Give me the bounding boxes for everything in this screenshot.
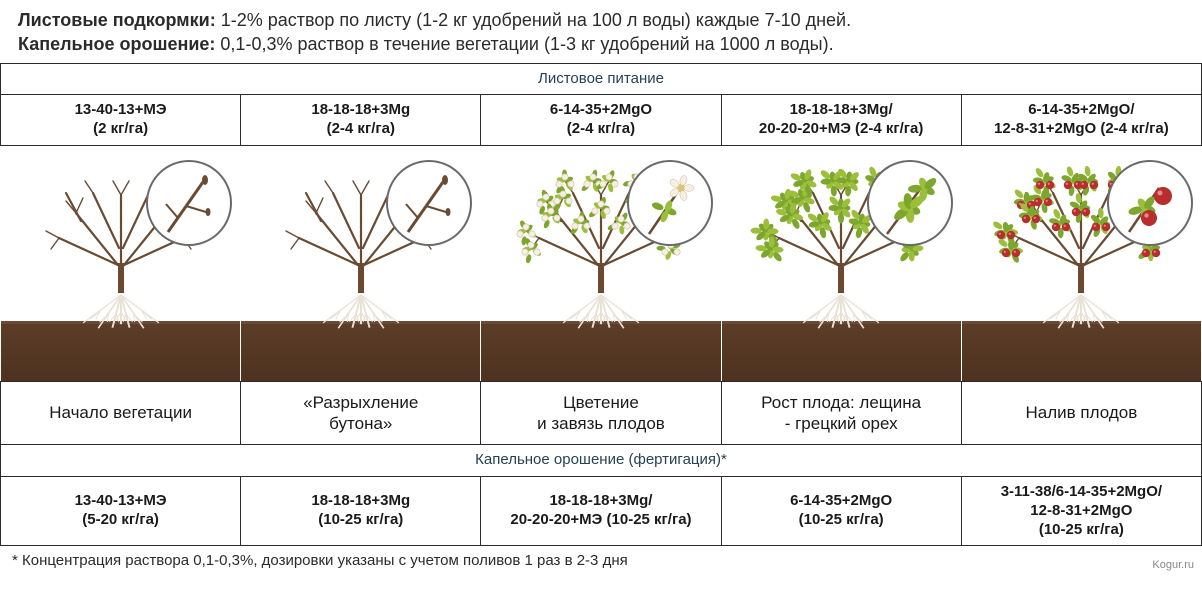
illustration-cell — [481, 145, 721, 381]
illustration-cell — [721, 145, 961, 381]
illustration-cell — [1, 145, 241, 381]
magnifier-lens — [386, 160, 472, 246]
fertigation-cell: 13-40-13+МЭ(5-20 кг/га) — [1, 477, 241, 546]
fertigation-cell: 18-18-18+3Mg/20-20-20+МЭ (10-25 кг/га) — [481, 477, 721, 546]
stage-name-row: Начало вегетации«Разрыхлениебутона»Цвете… — [1, 381, 1202, 445]
stage-name-cell: Начало вегетации — [1, 381, 241, 445]
stage-name-cell: Налив плодов — [961, 381, 1201, 445]
magnifier-lens — [1107, 160, 1193, 246]
foliar-cell: 18-18-18+3Mg/20-20-20+МЭ (2-4 кг/га) — [721, 95, 961, 146]
stage-name-cell: Рост плода: лещина- грецкий орех — [721, 381, 961, 445]
intro-label-1: Листовые подкормки: — [18, 10, 216, 30]
fertigation-cell: 6-14-35+2MgO(10-25 кг/га) — [721, 477, 961, 546]
watermark: Kogur.ru — [1152, 559, 1194, 571]
foliar-cell: 6-14-35+2MgO(2-4 кг/га) — [481, 95, 721, 146]
foliar-heading: Листовое питание — [1, 63, 1202, 95]
feeding-table: Листовое питание 13-40-13+МЭ(2 кг/га)18-… — [0, 63, 1202, 547]
illustration-row — [1, 145, 1202, 381]
illustration-cell — [961, 145, 1201, 381]
foliar-formula-row: 13-40-13+МЭ(2 кг/га)18-18-18+3Mg(2-4 кг/… — [1, 95, 1202, 146]
stage-name-cell: Цветениеи завязь плодов — [481, 381, 721, 445]
intro-line-1: Листовые подкормки: 1-2% раствор по лист… — [18, 8, 1184, 32]
infographic-root: Листовые подкормки: 1-2% раствор по лист… — [0, 0, 1202, 577]
fertigation-heading: Капельное орошение (фертигация)* — [1, 445, 1202, 477]
intro-text-1: 1-2% раствор по листу (1-2 кг удобрений … — [216, 10, 851, 30]
foliar-cell: 18-18-18+3Mg(2-4 кг/га) — [241, 95, 481, 146]
stage-name-cell: «Разрыхлениебутона» — [241, 381, 481, 445]
illustration-cell — [241, 145, 481, 381]
fertigation-cell: 3-11-38/6-14-35+2MgO/12-8-31+2MgO(10-25 … — [961, 477, 1201, 546]
foliar-cell: 6-14-35+2MgO/12-8-31+2MgO (2-4 кг/га) — [961, 95, 1201, 146]
fertigation-cell: 18-18-18+3Mg(10-25 кг/га) — [241, 477, 481, 546]
intro-line-2: Капельное орошение: 0,1-0,3% раствор в т… — [18, 32, 1184, 56]
intro-block: Листовые подкормки: 1-2% раствор по лист… — [0, 0, 1202, 63]
magnifier-lens — [867, 160, 953, 246]
magnifier-lens — [146, 160, 232, 246]
footnote: * Концентрация раствора 0,1-0,3%, дозиро… — [0, 546, 1202, 577]
intro-text-2: 0,1-0,3% раствор в течение вегетации (1-… — [215, 34, 833, 54]
foliar-heading-row: Листовое питание — [1, 63, 1202, 95]
intro-label-2: Капельное орошение: — [18, 34, 215, 54]
foliar-cell: 13-40-13+МЭ(2 кг/га) — [1, 95, 241, 146]
fertigation-formula-row: 13-40-13+МЭ(5-20 кг/га)18-18-18+3Mg(10-2… — [1, 477, 1202, 546]
magnifier-lens — [627, 160, 713, 246]
fertigation-heading-row: Капельное орошение (фертигация)* — [1, 445, 1202, 477]
